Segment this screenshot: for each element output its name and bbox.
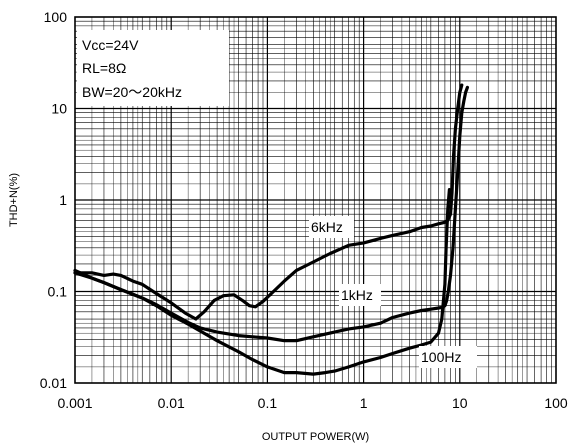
y-tick-label: 0.1 [48, 284, 68, 300]
series-label-bg-1khz [339, 284, 381, 306]
conditions-box-bg [77, 30, 229, 106]
y-tick-label: 0.01 [40, 375, 67, 391]
series-label-100hz: 100Hz [421, 349, 461, 365]
tick-labels: 0.001 0.01 0.1 1 10 100 0.01 0.1 1 10 100 [40, 9, 568, 411]
y-tick-label: 100 [44, 9, 68, 25]
x-tick-label: 10 [452, 395, 468, 411]
x-axis-title: OUTPUT POWER(W) [262, 431, 369, 443]
series-label-6khz: 6kHz [311, 219, 343, 235]
plot-frame [74, 16, 557, 384]
annotation-rl: RL=8Ω [82, 60, 126, 76]
series-line-1khz [73, 85, 469, 343]
series-label-bg-6khz [309, 216, 354, 238]
x-tick-label: 100 [544, 395, 568, 411]
x-tick-label: 1 [360, 395, 368, 411]
annotation-bw: BW=20～20kHz [82, 84, 182, 100]
x-tick-label: 0.1 [258, 395, 278, 411]
conditions-box: Vcc=24V RL=8Ω BW=20～20kHz [77, 30, 229, 106]
series-lines [73, 83, 469, 376]
y-tick-label: 1 [59, 192, 67, 208]
series-labels: 6kHz 1kHz 100Hz [309, 216, 477, 368]
series-label-1khz: 1kHz [341, 287, 373, 303]
annotation-vcc: Vcc=24V [82, 37, 139, 53]
series-line-100hz [73, 188, 451, 376]
x-tick-label: 0.01 [158, 395, 185, 411]
series-label-bg-100hz [419, 346, 477, 368]
y-tick-label: 10 [51, 101, 67, 117]
x-tick-label: 0.001 [57, 395, 92, 411]
y-axis-title: THD+N(%) [8, 173, 20, 227]
